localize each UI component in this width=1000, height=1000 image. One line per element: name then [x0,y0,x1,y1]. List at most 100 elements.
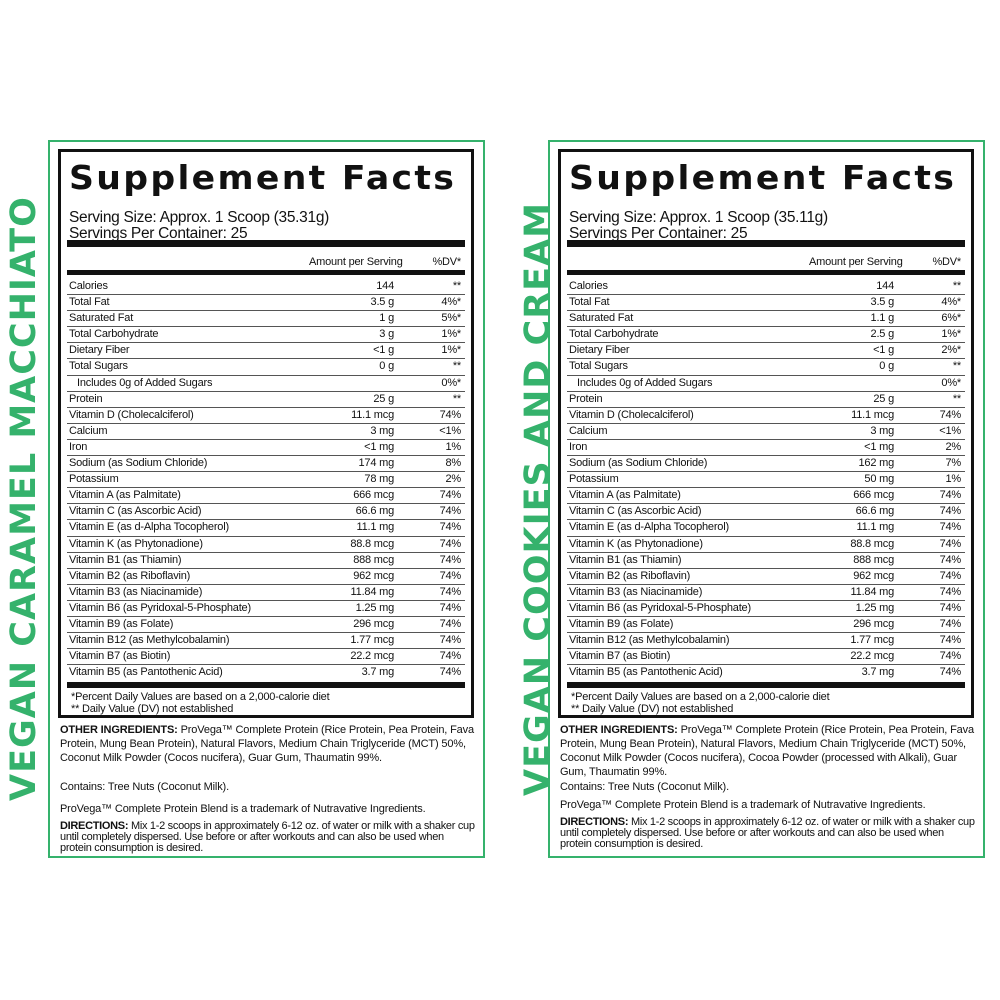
footnote: ** Daily Value (DV) not established [71,703,234,715]
nutrient-row: Vitamin B5 (as Pantothenic Acid) 3.7 mg … [567,665,965,681]
nutrient-dv: 74% [439,537,462,550]
other-ingredients-text: ProVega™ Complete Protein (Rice Protein,… [60,724,474,764]
nutrient-amount: 3 mg [370,424,394,437]
nutrient-table: Calories 144 ** Total Fat 3.5 g 4%* Satu… [567,279,965,681]
nutrient-row: Sodium (as Sodium Chloride) 162 mg 7% [567,456,965,473]
nutrient-amount: 11.1 mcg [851,408,894,421]
nutrient-dv: 2% [945,440,962,453]
serving-size: Serving Size: Approx. 1 Scoop (35.11g) [569,209,828,226]
divider [567,240,965,247]
nutrient-amount: <1 g [373,344,394,357]
nutrient-name: Calories [569,280,608,292]
nutrient-dv: 74% [939,505,962,518]
nutrient-row: Vitamin K (as Phytonadione) 88.8 mcg 74% [567,537,965,553]
nutrient-amount: 88.8 mcg [350,537,394,550]
nutrient-dv: 74% [939,521,962,534]
nutrient-name: Calcium [69,424,108,437]
nutrient-row: Calcium 3 mg <1% [567,424,965,440]
amount-header: Amount per Serving [809,256,903,268]
nutrient-row: Protein 25 g ** [67,392,465,408]
nutrient-row: Vitamin B3 (as Niacinamide) 11.84 mg 74% [67,585,465,601]
nutrient-row: Potassium 78 mg 2% [67,472,465,489]
nutrient-dv: 4%* [441,296,461,309]
nutrient-row: Vitamin B12 (as Methylcobalamin) 1.77 mc… [67,633,465,650]
nutrient-name: Calcium [569,424,608,437]
nutrient-row: Vitamin E (as d-Alpha Tocopherol) 11.1 m… [567,520,965,537]
nutrient-dv: 7% [945,457,962,470]
nutrient-name: Vitamin B3 (as Niacinamide) [569,585,703,598]
nutrient-name: Vitamin B6 (as Pyridoxal-5-Phosphate) [569,601,751,614]
nutrient-amount: 78 mg [364,473,394,486]
nutrient-name: Vitamin B1 (as Thiamin) [69,553,182,566]
nutrient-name: Includes 0g of Added Sugars [77,376,213,389]
directions-label: DIRECTIONS: [60,820,129,832]
allergen-statement: Contains: Tree Nuts (Coconut Milk). [60,781,229,793]
nutrient-name: Protein [569,392,603,405]
nutrient-name: Vitamin C (as Ascorbic Acid) [569,505,702,518]
nutrient-row: Total Carbohydrate 2.5 g 1%* [567,327,965,344]
nutrient-row: Total Fat 3.5 g 4%* [567,295,965,312]
nutrient-dv: ** [452,392,461,405]
nutrient-dv: 74% [439,408,462,421]
nutrient-amount: <1 g [873,344,894,357]
directions-text: Mix 1-2 scoops in approximately 6-12 oz.… [60,820,475,854]
nutrient-dv: ** [452,280,461,292]
nutrient-dv: 74% [439,505,462,518]
nutrient-dv: 74% [439,617,462,630]
nutrient-row: Vitamin B12 (as Methylcobalamin) 1.77 mc… [567,633,965,650]
nutrient-amount: 11.1 mg [856,521,894,534]
nutrient-dv: 74% [939,666,962,679]
nutrient-row: Vitamin B6 (as Pyridoxal-5-Phosphate) 1.… [567,601,965,617]
nutrient-row: Vitamin B3 (as Niacinamide) 11.84 mg 74% [567,585,965,601]
other-ingredients-label: OTHER INGREDIENTS: [60,724,178,736]
nutrient-row: Total Sugars 0 g ** [567,359,965,376]
nutrient-name: Includes 0g of Added Sugars [577,376,713,389]
facts-title: Supplement Facts [69,158,457,197]
nutrient-row: Vitamin C (as Ascorbic Acid) 66.6 mg 74% [567,504,965,521]
footnote: *Percent Daily Values are based on a 2,0… [571,691,830,703]
nutrient-amount: 3.5 g [370,296,395,309]
nutrient-name: Protein [69,392,103,405]
facts-title: Supplement Facts [569,158,957,197]
nutrient-dv: 74% [939,408,962,421]
other-ingredients: OTHER INGREDIENTS: ProVega™ Complete Pro… [60,723,475,765]
nutrient-name: Total Sugars [69,360,128,373]
nutrient-amount: 1 g [379,312,394,325]
nutrient-row: Vitamin B2 (as Riboflavin) 962 mcg 74% [567,569,965,585]
nutrient-row: Calcium 3 mg <1% [67,424,465,440]
nutrient-dv: 74% [939,650,962,663]
nutrient-amount: 3 mg [870,424,894,437]
nutrient-amount: 1.25 mg [355,601,395,614]
nutrient-row: Dietary Fiber <1 g 1%* [67,343,465,360]
nutrient-amount: 162 mg [858,457,895,470]
nutrient-row: Vitamin A (as Palmitate) 666 mcg 74% [67,488,465,505]
supplement-facts-panel: Supplement Facts Serving Size: Approx. 1… [548,140,985,858]
nutrient-dv: 1%* [441,328,461,341]
nutrient-amount: 3.7 mg [361,666,395,679]
directions: DIRECTIONS: Mix 1-2 scoops in approximat… [60,821,475,854]
directions-text: Mix 1-2 scoops in approximately 6-12 oz.… [560,816,975,850]
nutrient-dv: 74% [439,585,462,598]
nutrient-amount: 3.7 mg [861,666,895,679]
nutrient-dv: 74% [939,617,962,630]
nutrient-dv: <1% [439,424,461,437]
nutrient-amount: 22.2 mcg [850,650,894,663]
nutrient-amount: 144 [376,280,394,292]
nutrient-dv: 8% [445,457,462,470]
nutrient-dv: 74% [939,601,962,614]
nutrient-name: Vitamin D (Cholecalciferol) [69,408,194,421]
serving-size: Serving Size: Approx. 1 Scoop (35.31g) [69,209,330,226]
nutrient-name: Total Fat [69,296,110,309]
nutrient-row: Includes 0g of Added Sugars 0%* [67,376,465,392]
nutrient-row: Saturated Fat 1.1 g 6%* [567,311,965,328]
nutrient-dv: 74% [439,553,462,566]
nutrient-dv: 74% [439,650,462,663]
nutrient-name: Potassium [569,473,619,486]
nutrient-name: Sodium (as Sodium Chloride) [69,457,208,470]
nutrient-name: Vitamin B9 (as Folate) [569,617,674,630]
nutrient-dv: 74% [939,585,962,598]
nutrient-amount: 666 mcg [853,489,894,502]
nutrient-dv: <1% [939,424,961,437]
directions: DIRECTIONS: Mix 1-2 scoops in approximat… [560,817,975,850]
nutrient-row: Total Sugars 0 g ** [67,359,465,376]
